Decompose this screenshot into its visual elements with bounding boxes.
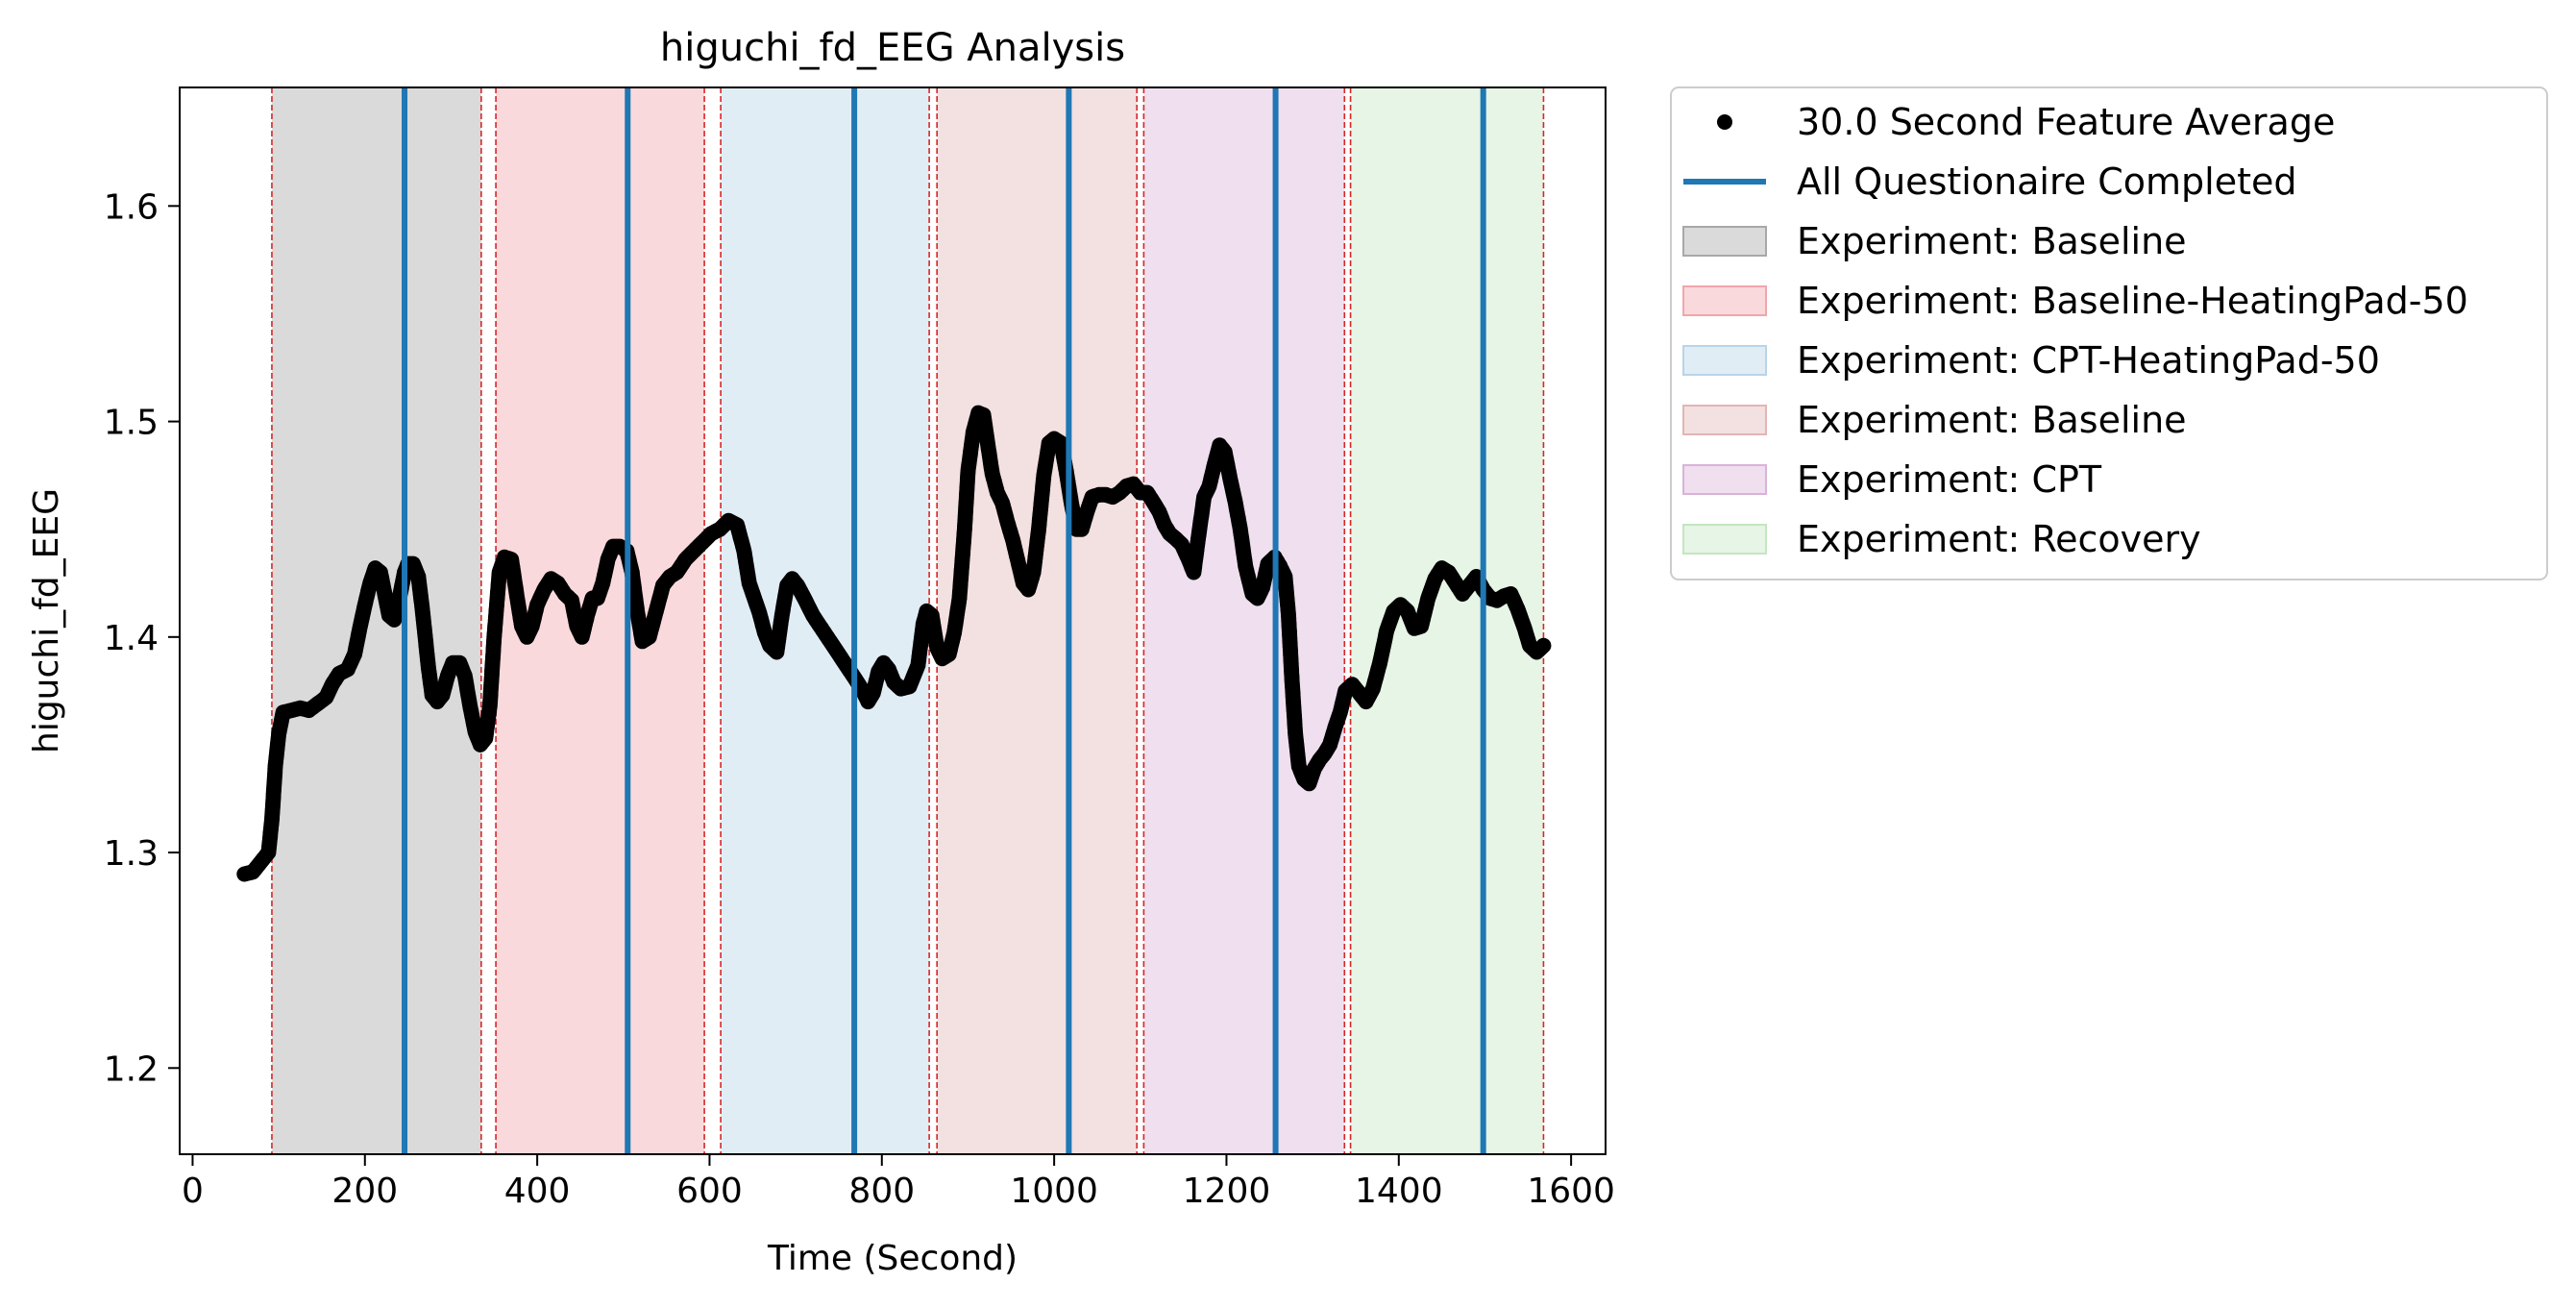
legend-marker-0 [1717,114,1732,130]
region-4 [1143,87,1345,1154]
x-tick-label-7: 1400 [1355,1172,1443,1211]
x-tick-label-8: 1600 [1527,1172,1615,1211]
plot-frame [179,86,1607,1155]
x-axis-label: Time (Second) [767,1239,1018,1278]
y-tick-label-4: 1.6 [104,187,159,227]
x-tick-label-6: 1200 [1183,1172,1271,1211]
questionnaire-lines [402,87,1486,1154]
legend-label-2: Experiment: Baseline [1797,220,2187,262]
y-tick-label-2: 1.4 [104,619,159,658]
legend-label-5: Experiment: Baseline [1797,399,2187,441]
legend-marker-2 [1682,226,1767,257]
legend-label-3: Experiment: Baseline-HeatingPad-50 [1797,280,2468,322]
legend-box [1670,86,2548,580]
x-tick-label-2: 400 [504,1172,571,1211]
x-tick-label-3: 600 [676,1172,743,1211]
legend-marker-5 [1682,405,1767,435]
data-point-1525 [1535,637,1552,654]
legend-label-0: 30.0 Second Feature Average [1797,101,2335,143]
legend: 30.0 Second Feature Average All Questiona… [1670,86,2548,580]
y-axis-label: higuchi_fd_EEG [27,488,66,753]
legend-marker-4 [1682,345,1767,376]
experiment-regions [271,87,1544,1154]
legend-marker-3 [1682,285,1767,316]
x-tick-label-5: 1000 [1010,1172,1098,1211]
legend-label-7: Experiment: Recovery [1797,518,2201,560]
legend-label-4: Experiment: CPT-HeatingPad-50 [1797,339,2380,382]
y-tick-label-3: 1.5 [104,404,159,443]
y-tick-label-1: 1.3 [104,834,159,874]
y-axis-ticks: 1.2 1.3 1.4 1.5 1.6 [104,187,180,1089]
region-0 [271,87,481,1154]
legend-marker-6 [1682,464,1767,495]
y-tick-label-0: 1.2 [104,1049,159,1089]
legend-marker-7 [1682,524,1767,555]
x-tick-label-0: 0 [182,1172,204,1211]
legend-label-6: Experiment: CPT [1797,458,2102,501]
data-points [236,405,1552,882]
x-tick-label-1: 200 [331,1172,398,1211]
legend-label-1: All Questionaire Completed [1797,160,2297,203]
region-3 [937,87,1138,1154]
x-axis-ticks: 0 200 400 600 800 1000 1200 1400 1600 [182,1154,1615,1211]
chart-title: higuchi_fd_EEG Analysis [660,26,1125,70]
x-tick-label-4: 800 [848,1172,915,1211]
